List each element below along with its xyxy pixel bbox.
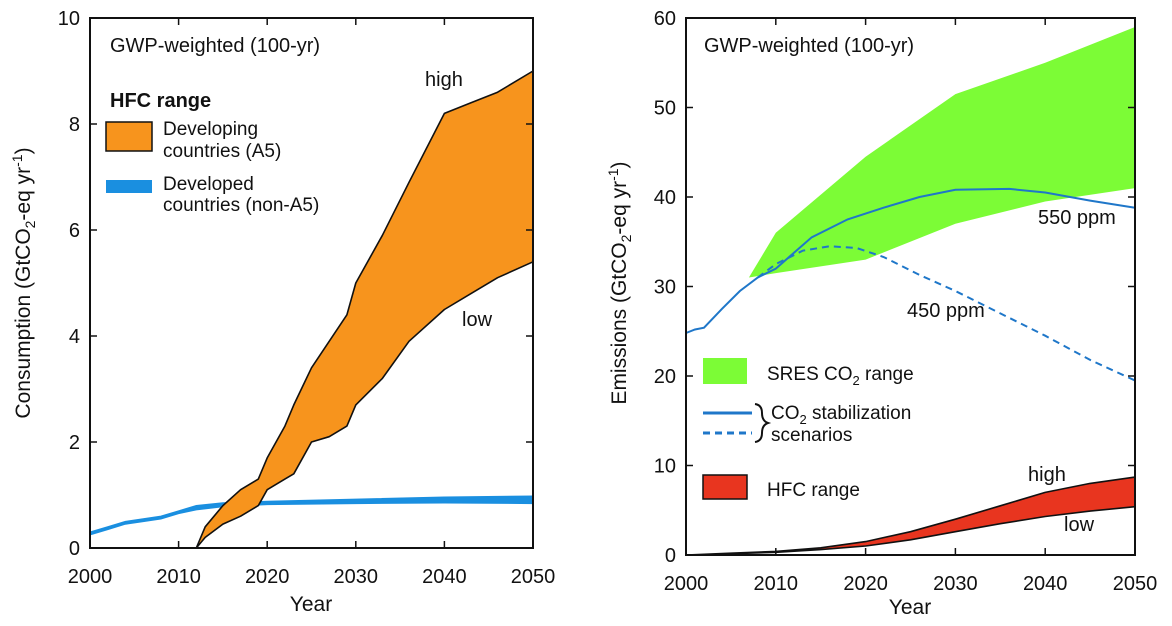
right-x-tick-label-2020: 2020 [843,573,888,595]
right-x-tick-label-2040: 2040 [1023,573,1068,595]
right-y-tick-label-50: 50 [654,98,676,120]
left-y-tick-label-4: 4 [69,326,80,348]
left-annotation-low: low [462,309,493,331]
left-annotation-high: high [425,69,463,91]
right-x-tick-label-2050: 2050 [1113,573,1158,595]
right-y-axis-title: Emissions (GtCO2-eq yr-1) [605,161,634,404]
left-legend-title: HFC range [110,90,211,112]
left-x-tick-label-2050: 2050 [511,566,556,588]
right-plot-area [685,27,1136,556]
developed-countries-band [89,495,534,536]
right-y-tick-label-60: 60 [654,8,676,30]
annotation-450ppm: 450 ppm [907,300,985,322]
left-y-tick-label-10: 10 [58,8,80,30]
left-x-tick-label-2000: 2000 [68,566,113,588]
legend-label-developing-1: Developing [163,119,258,140]
left-x-tick-label-2020: 2020 [245,566,290,588]
legend-label-stabilization: CO2 stabilization [771,403,911,427]
left-y-tick-label-2: 2 [69,432,80,454]
left-x-tick-label-2040: 2040 [422,566,467,588]
legend-label-hfc: HFC range [767,480,860,501]
legend-swatch-developing [105,121,153,152]
legend-label-developed-1: Developed [163,174,254,195]
left-x-tick-label-2010: 2010 [156,566,201,588]
right-x-tick-label-2030: 2030 [933,573,978,595]
legend-swatch-developed [106,180,152,193]
right-y-tick-label-20: 20 [654,366,676,388]
left-chart: 2000 2010 2020 2030 2040 2050 0 2 4 6 8 10 GWP-weig… [9,8,555,616]
left-x-axis-title: Year [290,593,332,616]
left-y-tick-label-6: 6 [69,220,80,242]
left-y-axis-title: Consumption (GtCO2-eq yr-1) [9,147,38,418]
stabilization-550ppm-line [685,187,1136,334]
right-y-tick-label-10: 10 [654,456,676,478]
legend-swatch-sres [703,358,747,384]
right-annotation-high: high [1028,464,1066,486]
right-subtitle: GWP-weighted (100-yr) [704,35,914,57]
right-x-axis-title: Year [889,596,931,619]
legend-swatch-hfc [702,474,748,500]
right-annotation-low: low [1064,514,1095,536]
left-y-tick-label-8: 8 [69,114,80,136]
left-axes: 2000 2010 2020 2030 2040 2050 0 2 4 6 8 10 [58,8,556,588]
right-x-tick-label-2010: 2010 [754,573,799,595]
legend-label-developed-2: countries (non-A5) [163,195,319,216]
sres-co2-range-band [748,27,1135,278]
legend-label-sres: SRES CO2 range [767,364,914,388]
legend-label-scenarios: scenarios [771,425,852,446]
right-y-tick-label-40: 40 [654,187,676,209]
left-x-tick-label-2030: 2030 [334,566,379,588]
left-plot-frame [89,17,534,549]
right-y-tick-label-0: 0 [665,545,676,567]
left-subtitle: GWP-weighted (100-yr) [110,35,320,57]
right-y-tick-label-30: 30 [654,277,676,299]
right-x-tick-label-2000: 2000 [664,573,709,595]
legend-label-developing-2: countries (A5) [163,141,281,162]
legend-brace [754,403,772,443]
left-y-tick-label-0: 0 [69,538,80,560]
annotation-550ppm: 550 ppm [1038,207,1116,229]
